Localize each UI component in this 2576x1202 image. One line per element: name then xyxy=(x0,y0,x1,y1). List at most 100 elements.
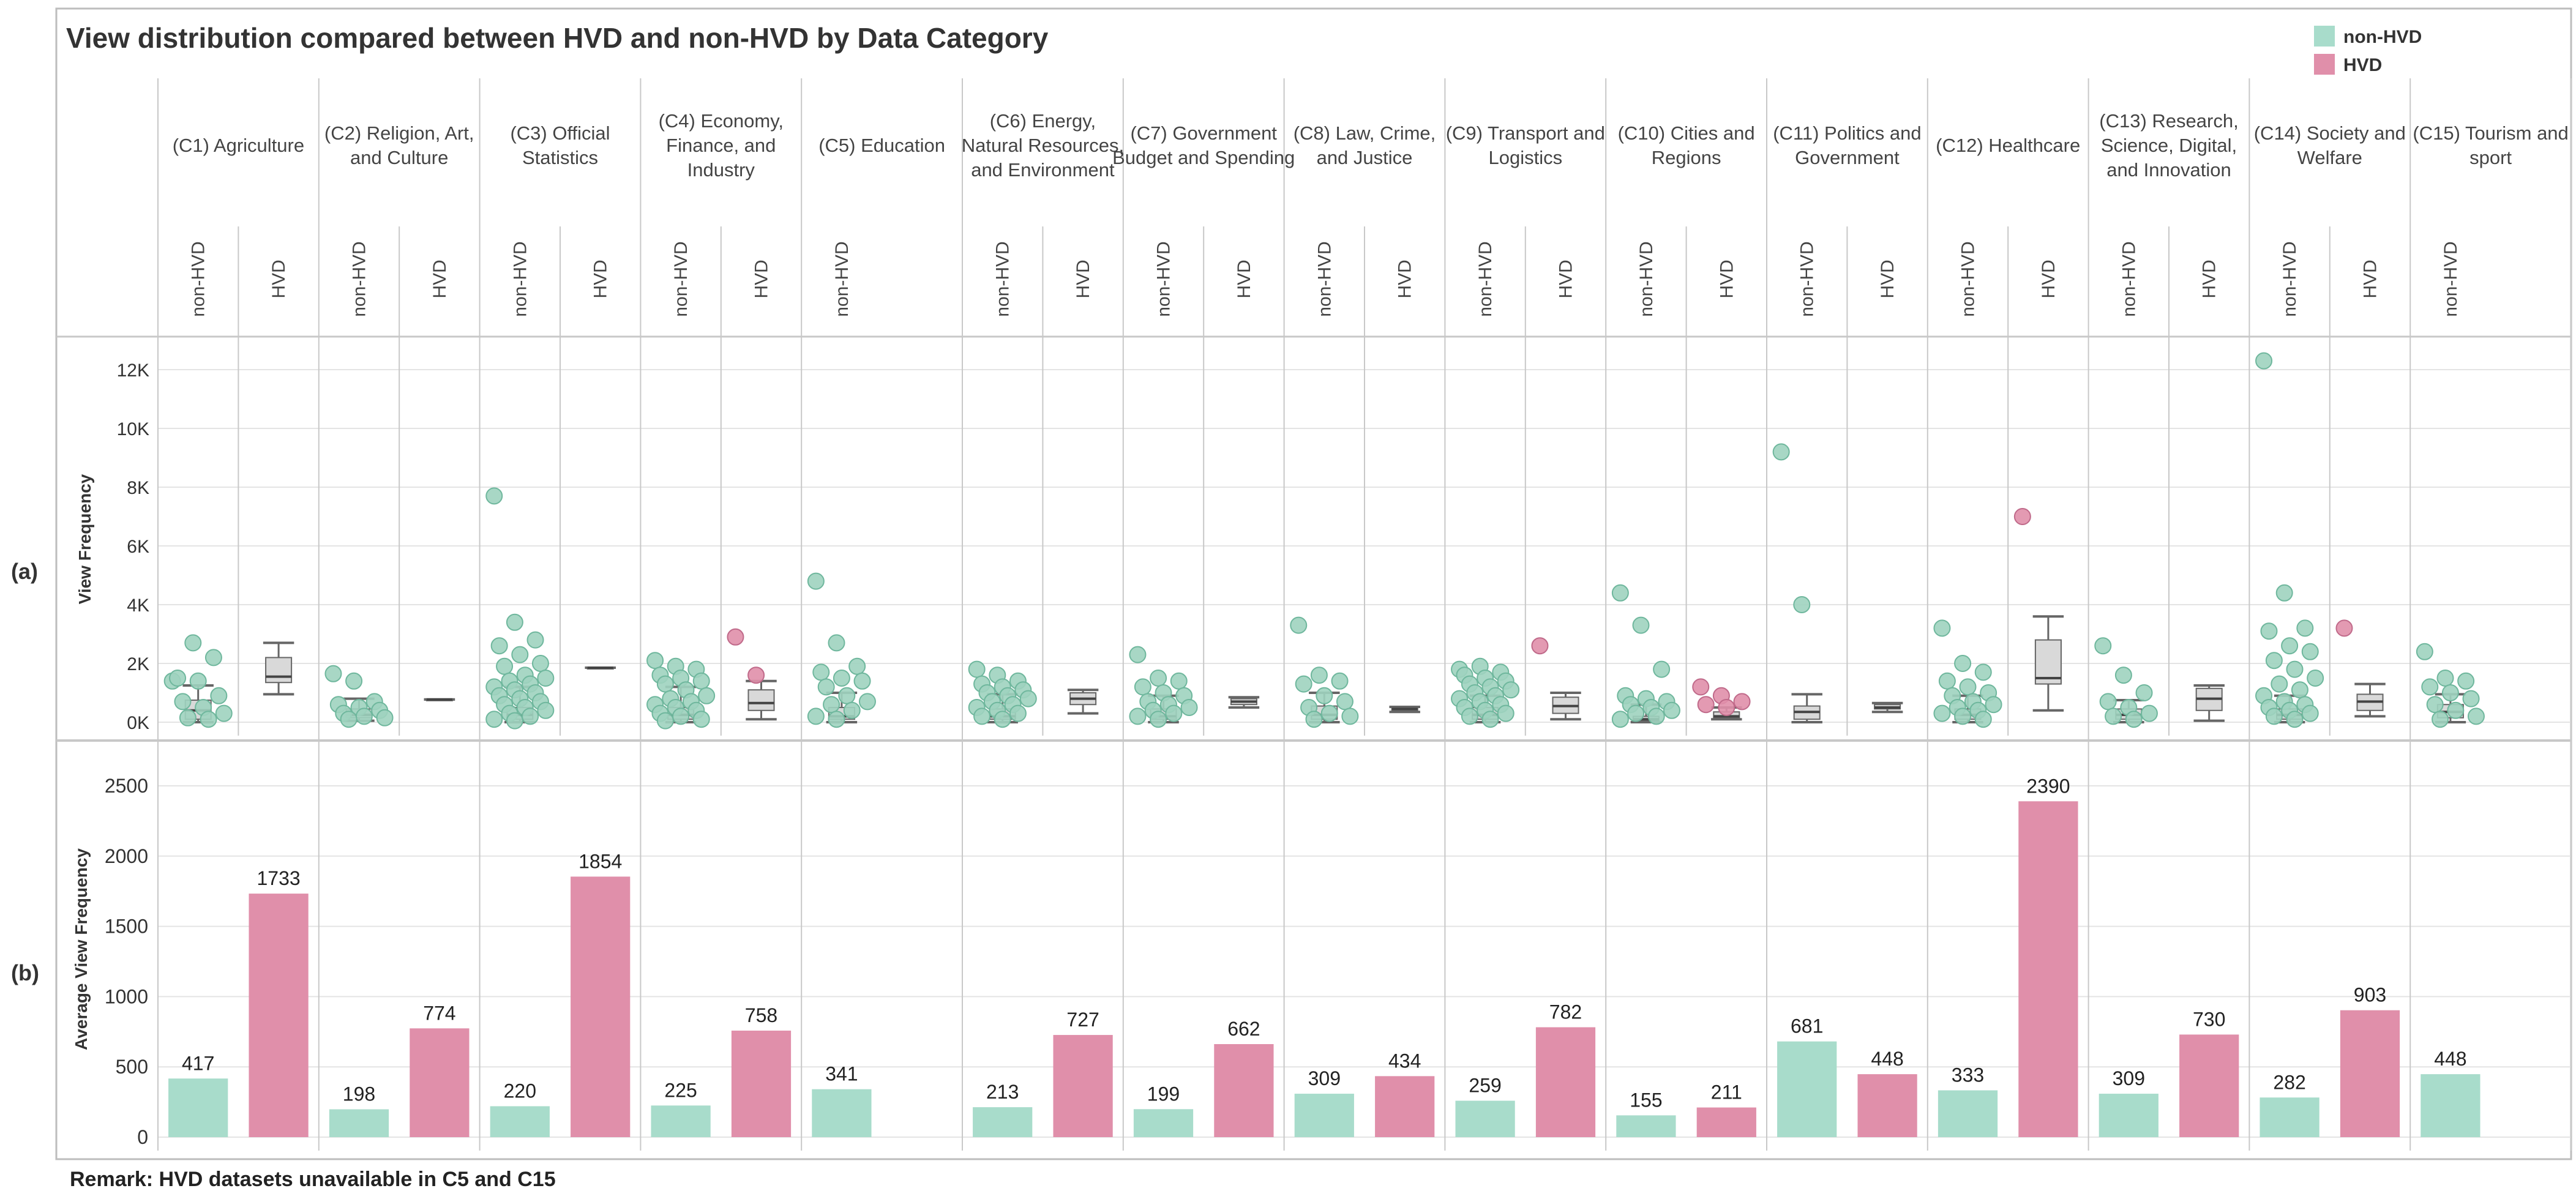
hvd-bar xyxy=(1053,1035,1113,1137)
legend: non-HVD HVD xyxy=(2314,26,2422,75)
panel-a-y-axis-label: View Frequency xyxy=(75,474,94,604)
hvd-bar xyxy=(2179,1034,2239,1137)
hvd-point xyxy=(1692,678,1710,696)
category-header-label: (C1) Agriculture xyxy=(173,135,304,156)
non-hvd-point xyxy=(1461,707,1478,725)
non-hvd-point xyxy=(833,670,850,687)
non-hvd-bar xyxy=(1938,1090,1998,1137)
non-hvd-point xyxy=(968,660,986,678)
legend-swatch-hvd xyxy=(2314,54,2335,75)
box-iqr xyxy=(265,657,293,684)
non-hvd-point xyxy=(2416,643,2433,660)
subgroup-header-label: HVD xyxy=(1717,259,1737,298)
hvd-point xyxy=(2013,508,2031,525)
bar-value-label: 155 xyxy=(1630,1089,1662,1111)
bar-value-label: 309 xyxy=(1308,1067,1341,1089)
non-hvd-point xyxy=(1959,678,1977,696)
bar-value-label: 282 xyxy=(2273,1071,2305,1093)
panel-b-y-tick-label: 1000 xyxy=(105,985,148,1007)
subgroup-header-label: HVD xyxy=(1234,259,1254,298)
non-hvd-point xyxy=(2447,701,2465,719)
bar-value-label: 220 xyxy=(504,1080,536,1102)
non-hvd-bar xyxy=(651,1105,711,1137)
bar-value-label: 727 xyxy=(1066,1009,1099,1031)
non-hvd-bar xyxy=(1133,1109,1194,1137)
non-hvd-point xyxy=(2286,660,2304,678)
non-hvd-point xyxy=(2255,352,2273,370)
category-header-label: and Culture xyxy=(350,147,448,168)
category-header-label: (C2) Religion, Art, xyxy=(324,122,474,144)
non-hvd-point xyxy=(848,657,866,675)
non-hvd-point xyxy=(1019,690,1037,707)
category-header-label: Finance, and xyxy=(666,135,776,156)
non-hvd-point xyxy=(2140,704,2158,722)
hvd-point xyxy=(1531,637,1549,655)
category-header-label: Welfare xyxy=(2297,147,2362,168)
bar-value-label: 309 xyxy=(2113,1067,2145,1089)
non-hvd-point xyxy=(1481,711,1499,728)
category-header-label: (C3) Official xyxy=(510,122,610,144)
non-hvd-point xyxy=(204,649,222,666)
hvd-bar xyxy=(571,876,631,1137)
subgroup-header-label: non-HVD xyxy=(832,241,852,316)
non-hvd-point xyxy=(646,652,664,670)
non-hvd-point xyxy=(1290,616,1308,634)
hvd-bar xyxy=(1535,1027,1596,1137)
legend-swatch-non-hvd xyxy=(2314,26,2335,47)
subgroup-header-label: HVD xyxy=(1395,259,1415,298)
non-hvd-point xyxy=(1974,711,1992,728)
non-hvd-point xyxy=(1938,672,1956,690)
category-header-label: (C4) Economy, xyxy=(659,110,784,132)
bar-value-label: 225 xyxy=(664,1079,697,1101)
non-hvd-point xyxy=(1341,707,1359,725)
non-hvd-point xyxy=(2432,711,2449,728)
non-hvd-bar xyxy=(168,1078,228,1137)
subgroup-header-label: non-HVD xyxy=(1314,241,1335,316)
non-hvd-point xyxy=(506,613,523,631)
subgroup-header-label: non-HVD xyxy=(1154,241,1174,316)
non-hvd-point xyxy=(184,634,202,652)
non-hvd-point xyxy=(692,711,710,728)
non-hvd-bar xyxy=(1616,1115,1676,1137)
non-hvd-point xyxy=(490,637,508,655)
subgroup-header-label: non-HVD xyxy=(1636,241,1657,316)
hvd-bar xyxy=(249,894,309,1137)
non-hvd-point xyxy=(2260,622,2278,640)
category-header-label: (C5) Education xyxy=(818,135,945,156)
bar-value-label: 903 xyxy=(2354,984,2386,1006)
panel-b-y-tick-label: 500 xyxy=(116,1056,148,1078)
non-hvd-point xyxy=(355,707,373,725)
non-hvd-point xyxy=(1933,704,1951,722)
non-hvd-point xyxy=(1150,711,1167,728)
non-hvd-point xyxy=(496,657,514,675)
bar-value-label: 199 xyxy=(1147,1083,1180,1105)
remark-text: Remark: HVD datasets unavailable in C5 a… xyxy=(70,1168,556,1191)
category-header-label: (C13) Research, xyxy=(2099,110,2238,132)
non-hvd-point xyxy=(506,712,523,730)
category-header-label: Science, Digital, xyxy=(2101,135,2237,156)
hvd-bar xyxy=(2018,801,2078,1137)
bar-value-label: 2390 xyxy=(2026,775,2070,797)
subgroup-header-label: non-HVD xyxy=(2441,241,2461,316)
bar-value-label: 758 xyxy=(745,1004,777,1026)
bar-value-label: 434 xyxy=(1388,1050,1421,1072)
non-hvd-point xyxy=(2467,707,2485,725)
bar-value-label: 211 xyxy=(1711,1081,1742,1103)
subgroup-header-label: non-HVD xyxy=(1475,241,1496,316)
non-hvd-point xyxy=(1933,619,1951,637)
panel-b-label: (b) xyxy=(11,960,39,985)
non-hvd-point xyxy=(1611,711,1629,728)
panel-b-y-tick-label: 2500 xyxy=(105,775,148,797)
non-hvd-point xyxy=(189,672,207,690)
subgroup-header-label: HVD xyxy=(2039,259,2059,298)
category-header-label: Government xyxy=(1795,147,1900,168)
non-hvd-point xyxy=(2271,675,2288,693)
panel-b-y-axis-label: Average View Frequency xyxy=(72,848,91,1050)
non-hvd-point xyxy=(1954,707,1972,725)
subgroup-header-label: non-HVD xyxy=(350,241,370,316)
hvd-bar xyxy=(1375,1076,1435,1137)
subgroup-header-label: HVD xyxy=(269,259,289,298)
non-hvd-point xyxy=(1180,699,1198,716)
panel-b-y-tick-label: 1500 xyxy=(105,916,148,938)
